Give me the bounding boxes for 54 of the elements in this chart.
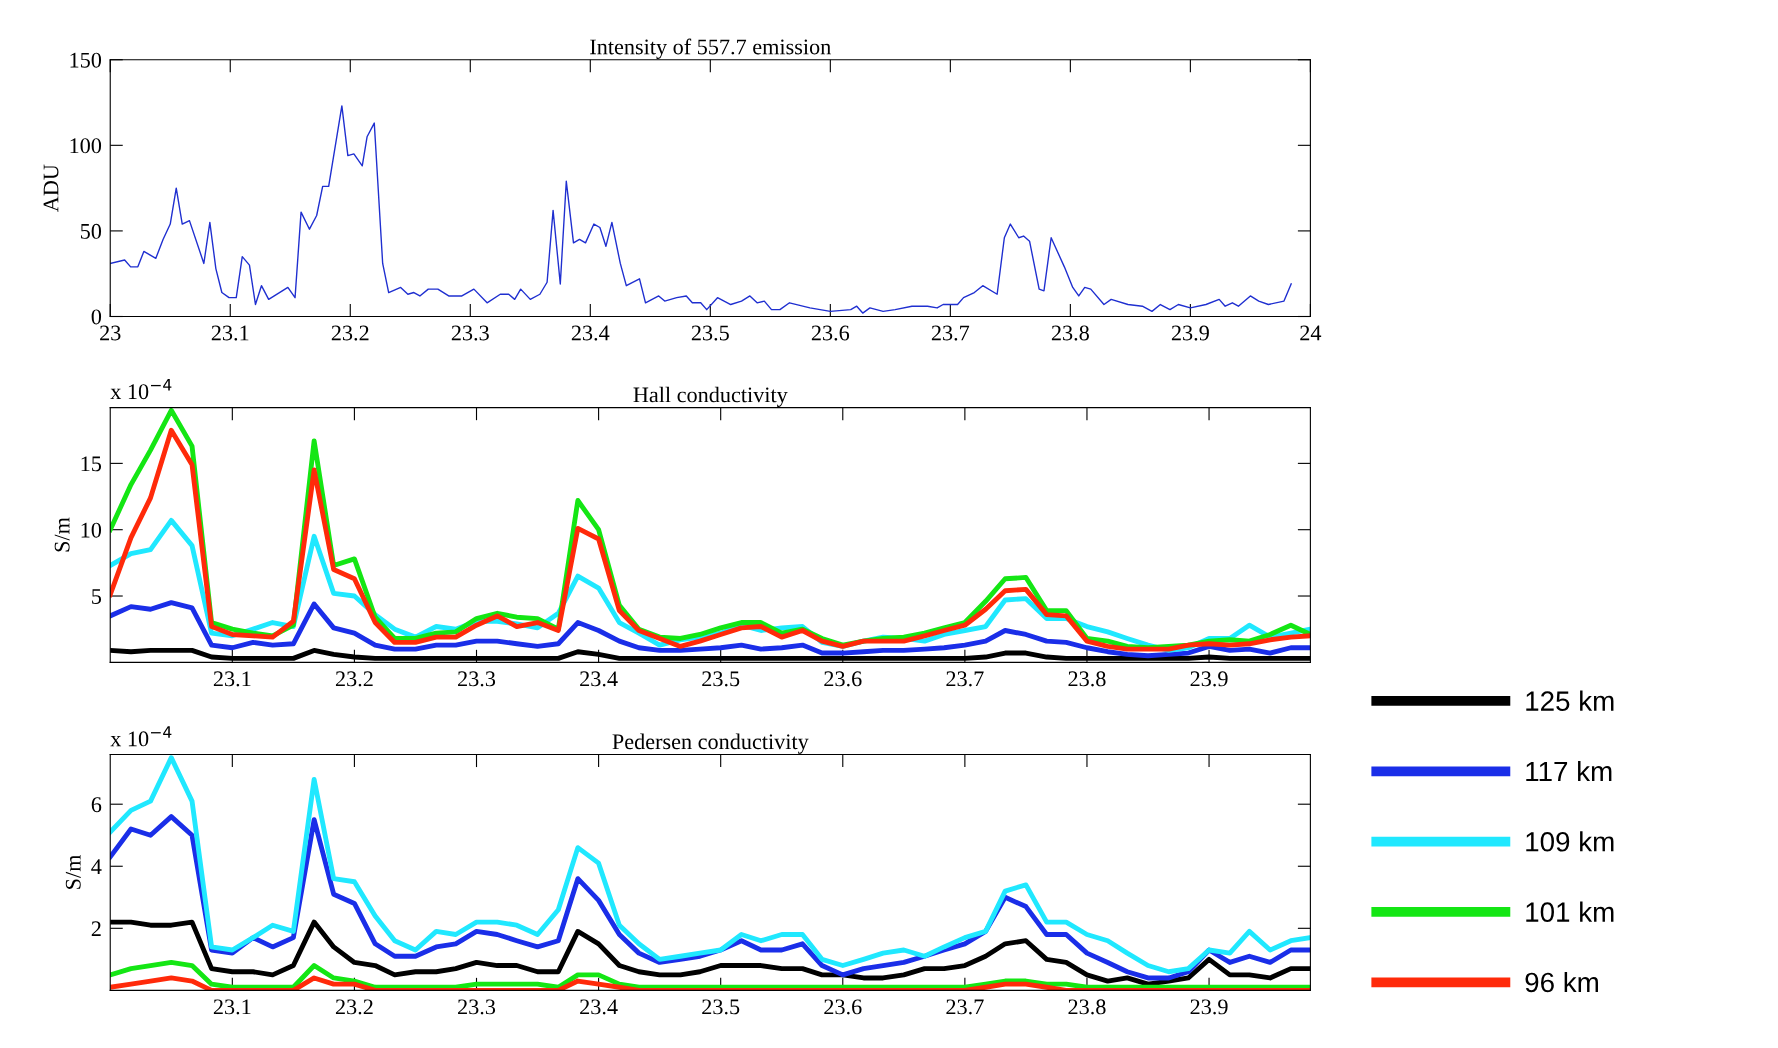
x-tick-label: 23.5: [702, 671, 740, 687]
y-tick-label: 15: [81, 456, 102, 472]
line-series: [110, 105, 1292, 314]
y-tick-label: 100: [70, 138, 102, 154]
x-tick-label: 23.5: [691, 325, 729, 341]
line-series: [110, 600, 1311, 659]
x-tick-label: 23.6: [824, 999, 862, 1015]
x-tick-label: 23.8: [1051, 325, 1089, 341]
x-tick-label: 23.4: [580, 671, 618, 687]
x-tick-label: 23.1: [213, 671, 251, 687]
legend-label: 125 km: [1526, 690, 1614, 711]
x-tick-label: 23.9: [1190, 671, 1228, 687]
x-tick-label: 23.8: [1068, 999, 1106, 1015]
x-tick-label: 23.7: [946, 671, 984, 687]
x-tick-label: 23.2: [335, 671, 373, 687]
text: x 10$^{−4}$: [110, 726, 172, 747]
y-axis-title: S/m: [65, 854, 81, 889]
y-axis-title: ADU: [43, 164, 59, 212]
y-tick-label: 50: [80, 223, 102, 239]
x-tick-label: 23.4: [571, 325, 610, 341]
x-tick-label: 23.1: [211, 325, 249, 341]
x-tick-label: 23.4: [580, 999, 618, 1015]
legend-label: 101 km: [1526, 901, 1614, 922]
x-tick-label: 23.7: [931, 325, 970, 341]
x-tick-label: 23: [100, 325, 121, 341]
y-tick-label: 4: [91, 859, 102, 874]
y-tick-label: 2: [91, 921, 101, 937]
y-tick-label: 5: [92, 589, 102, 604]
x-tick-label: 24: [1300, 325, 1322, 341]
x-tick-label: 23.5: [702, 999, 740, 1015]
legend-label: 109 km: [1526, 831, 1614, 852]
x-tick-label: 23.3: [451, 325, 489, 341]
x-tick-label: 23.3: [458, 999, 496, 1015]
x-tick-label: 23.6: [811, 325, 850, 341]
chart-title: Hall conductivity: [633, 386, 788, 407]
x-tick-label: 23.7: [946, 999, 984, 1015]
x-tick-label: 23.9: [1190, 999, 1228, 1015]
y-tick-label: 0: [91, 309, 102, 325]
chart-title: Pedersen conductivity: [612, 733, 809, 754]
y-tick-label: 150: [70, 52, 102, 68]
x-tick-label: 23.3: [458, 671, 496, 687]
chart-title: Intensity of 557.7 emission: [590, 38, 831, 59]
y-tick-label: 6: [91, 797, 102, 813]
x-tick-label: 23.2: [335, 999, 373, 1015]
x-tick-label: 23.8: [1068, 671, 1106, 687]
x-tick-label: 23.2: [331, 325, 369, 341]
x-tick-label: 23.1: [213, 999, 251, 1015]
x-tick-label: 23.6: [824, 671, 862, 687]
legend-label: 96 km: [1525, 971, 1598, 993]
legend-label: 117 km: [1526, 760, 1612, 782]
y-tick-label: 10: [81, 522, 102, 538]
text: x 10$^{−4}$: [110, 379, 172, 400]
x-tick-label: 23.9: [1171, 325, 1209, 341]
y-axis-title: S/m: [54, 517, 70, 552]
